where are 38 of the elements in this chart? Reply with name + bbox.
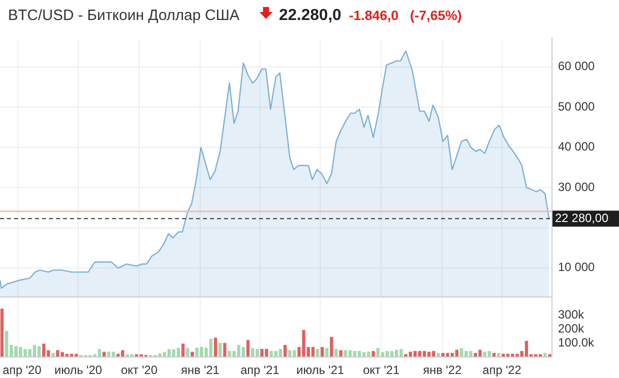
bar [0,308,4,357]
bar [339,350,342,357]
y-tick-label: 30 000 [558,180,596,194]
y-tick-label: 300k [558,307,586,322]
x-tick-label: янв '22 [423,363,462,378]
bar [190,352,194,357]
bar [436,352,440,357]
bar [181,344,185,357]
bar [320,346,324,357]
x-tick-label: июль '20 [54,363,102,378]
bar [246,340,250,357]
x-tick-label: янв '21 [181,363,220,378]
text: -1.846,0 [349,8,399,23]
text: 22.280,0 [279,7,342,24]
y-tick-label: 50 000 [558,99,596,114]
bar [330,336,334,357]
bar [334,348,338,357]
x-tick-label: июль '21 [296,363,344,378]
bar [223,342,226,357]
ref-line-label: 22 280,00 [555,210,609,225]
x-tick-label: окт '20 [120,363,158,378]
text: (-7,65%) [410,8,462,23]
x-tick-label: апр '21 [240,363,280,378]
chart-title: BTC/USD - Биткоин Доллар США [8,7,240,24]
x-tick-label: апр '22 [482,363,522,378]
bar [372,351,375,357]
x-tick-label: апр '20 [2,363,42,378]
y-tick-label: 40 000 [558,140,596,154]
y-tick-label: 200k [558,321,586,336]
bar [548,354,552,357]
bar [195,348,199,357]
y-tick-label: 10 000 [558,260,596,274]
x-tick-label: окт '21 [362,363,400,378]
y-tick-label: 60 000 [558,59,596,74]
bar [214,338,218,357]
bar [218,342,222,357]
y-tick-label: 100.0k [558,335,596,350]
bar [344,350,348,357]
